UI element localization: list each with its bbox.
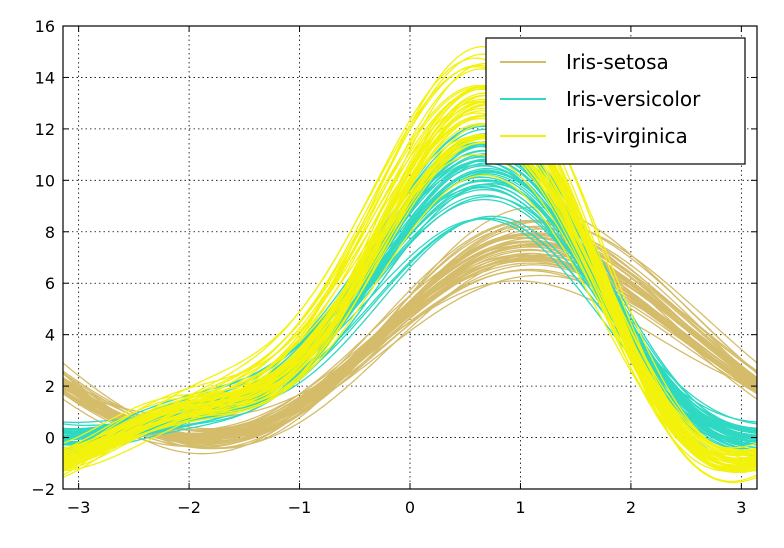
curve-line xyxy=(62,234,758,449)
y-tick-label: 6 xyxy=(45,274,55,293)
curve-line xyxy=(62,133,758,456)
y-tick-label: 0 xyxy=(45,429,55,448)
series-2 xyxy=(62,45,758,484)
curve-line xyxy=(62,234,758,442)
x-tick-label: 1 xyxy=(515,498,525,517)
y-tick-label: 16 xyxy=(35,17,55,36)
curve-line xyxy=(62,137,758,467)
curve-line xyxy=(62,249,758,437)
x-tick-label: 2 xyxy=(626,498,636,517)
legend-label: Iris-versicolor xyxy=(566,87,701,111)
y-tick-label: 14 xyxy=(35,68,55,87)
x-tick-label: −3 xyxy=(67,498,91,517)
x-tick-label: 3 xyxy=(736,498,746,517)
legend-label: Iris-virginica xyxy=(566,124,688,148)
x-tick-label: −2 xyxy=(177,498,201,517)
curves xyxy=(62,45,758,484)
curve-line xyxy=(62,233,758,438)
y-tick-label: −2 xyxy=(31,480,55,499)
curve-line xyxy=(62,100,758,457)
y-tick-label: 12 xyxy=(35,120,55,139)
curve-line xyxy=(62,133,758,463)
series-0 xyxy=(62,206,758,455)
legend: Iris-setosa Iris-versicolor Iris-virginica xyxy=(485,37,746,165)
y-tick-label: 2 xyxy=(45,377,55,396)
y-tick-label: 4 xyxy=(45,326,55,345)
curve-line xyxy=(62,104,758,456)
x-tick-label: −1 xyxy=(288,498,312,517)
legend-label: Iris-setosa xyxy=(566,50,669,74)
y-tick-label: 8 xyxy=(45,223,55,242)
x-tick-label: 0 xyxy=(405,498,415,517)
y-tick-label: 10 xyxy=(35,171,55,190)
curve-line xyxy=(62,244,758,440)
legend-box xyxy=(485,37,746,165)
